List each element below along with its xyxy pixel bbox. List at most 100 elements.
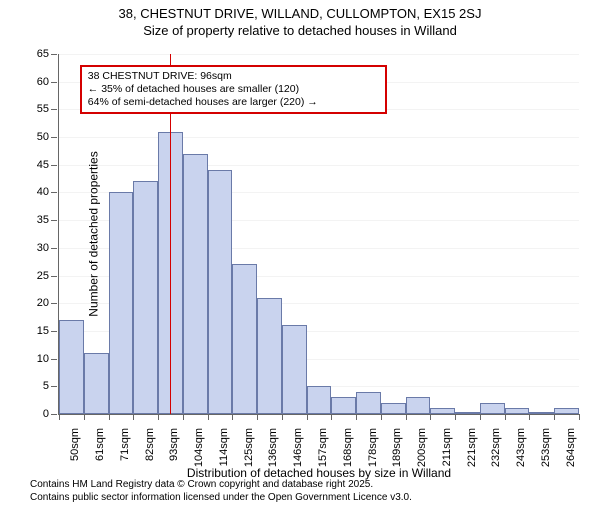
histogram-bar [381, 403, 406, 414]
gridline [59, 165, 579, 166]
title-sub: Size of property relative to detached ho… [0, 23, 600, 38]
ytick [51, 303, 57, 304]
ytick [51, 331, 57, 332]
ytick-label: 10 [37, 353, 49, 365]
xtick [406, 414, 407, 420]
histogram-bar [480, 403, 505, 414]
ytick-label: 25 [37, 270, 49, 282]
ytick-label: 35 [37, 214, 49, 226]
histogram-bar [282, 325, 307, 414]
histogram-bar [430, 408, 455, 414]
ytick-label: 60 [37, 76, 49, 88]
histogram-bar [232, 264, 257, 414]
ytick-label: 0 [43, 408, 49, 420]
xtick-label: 82sqm [144, 428, 156, 461]
footer-line-1: Contains HM Land Registry data © Crown c… [30, 479, 412, 492]
ytick [51, 220, 57, 221]
histogram-bar [307, 386, 332, 414]
xtick [307, 414, 308, 420]
x-axis-label: Distribution of detached houses by size … [187, 466, 451, 480]
xtick [331, 414, 332, 420]
plot-area: Number of detached properties Distributi… [58, 54, 579, 415]
callout-line: 64% of semi-detached houses are larger (… [88, 96, 379, 109]
histogram-bar [109, 192, 134, 414]
xtick-label: 200sqm [416, 428, 428, 467]
xtick [183, 414, 184, 420]
xtick [455, 414, 456, 420]
histogram-bar [183, 154, 208, 414]
histogram-bar [84, 353, 109, 414]
xtick-label: 146sqm [292, 428, 304, 467]
xtick [579, 414, 580, 420]
xtick-label: 104sqm [193, 428, 205, 467]
xtick [554, 414, 555, 420]
title-main: 38, CHESTNUT DRIVE, WILLAND, CULLOMPTON,… [0, 6, 600, 21]
xtick-label: 221sqm [466, 428, 478, 467]
ytick [51, 414, 57, 415]
ytick-label: 20 [37, 297, 49, 309]
histogram-bar [554, 408, 579, 414]
xtick-label: 61sqm [94, 428, 106, 461]
ytick [51, 192, 57, 193]
xtick-label: 243sqm [515, 428, 527, 467]
xtick-label: 114sqm [218, 428, 230, 466]
callout-line: 38 CHESTNUT DRIVE: 96sqm [88, 70, 379, 83]
xtick-label: 211sqm [441, 428, 453, 466]
xtick [480, 414, 481, 420]
xtick-label: 125sqm [243, 428, 255, 467]
ytick [51, 359, 57, 360]
histogram-bar [455, 412, 480, 414]
callout-box: 38 CHESTNUT DRIVE: 96sqm← 35% of detache… [80, 65, 387, 114]
xtick [133, 414, 134, 420]
xtick-label: 232sqm [490, 428, 502, 467]
xtick-label: 136sqm [267, 428, 279, 467]
xtick-label: 71sqm [119, 428, 131, 461]
gridline [59, 137, 579, 138]
histogram-chart: Number of detached properties Distributi… [58, 54, 578, 414]
ytick [51, 276, 57, 277]
ytick-label: 55 [37, 103, 49, 115]
xtick-label: 253sqm [540, 428, 552, 467]
xtick-label: 178sqm [367, 428, 379, 467]
histogram-bar [356, 392, 381, 414]
xtick [430, 414, 431, 420]
xtick [529, 414, 530, 420]
xtick [356, 414, 357, 420]
xtick [232, 414, 233, 420]
histogram-bar [505, 408, 530, 414]
ytick [51, 248, 57, 249]
ytick-label: 65 [37, 48, 49, 60]
xtick-label: 168sqm [342, 428, 354, 467]
histogram-bar [529, 412, 554, 414]
ytick-label: 5 [43, 380, 49, 392]
histogram-bar [406, 397, 431, 414]
xtick [109, 414, 110, 420]
histogram-bar [208, 170, 233, 414]
footer-line-2: Contains public sector information licen… [30, 492, 412, 505]
xtick-label: 50sqm [69, 428, 81, 461]
xtick-label: 189sqm [391, 428, 403, 467]
ytick [51, 165, 57, 166]
xtick [208, 414, 209, 420]
xtick-label: 93sqm [168, 428, 180, 461]
xtick-label: 157sqm [317, 428, 329, 467]
ytick-label: 50 [37, 131, 49, 143]
callout-line: ← 35% of detached houses are smaller (12… [88, 83, 379, 96]
histogram-bar [331, 397, 356, 414]
ytick [51, 137, 57, 138]
ytick [51, 109, 57, 110]
xtick [158, 414, 159, 420]
xtick [505, 414, 506, 420]
ytick [51, 54, 57, 55]
footer-attribution: Contains HM Land Registry data © Crown c… [30, 479, 412, 504]
ytick [51, 82, 57, 83]
histogram-bar [257, 298, 282, 414]
gridline [59, 54, 579, 55]
ytick [51, 386, 57, 387]
ytick-label: 40 [37, 186, 49, 198]
ytick-label: 15 [37, 325, 49, 337]
ytick-label: 30 [37, 242, 49, 254]
histogram-bar [59, 320, 84, 414]
y-axis-label: Number of detached properties [87, 151, 101, 316]
xtick [84, 414, 85, 420]
